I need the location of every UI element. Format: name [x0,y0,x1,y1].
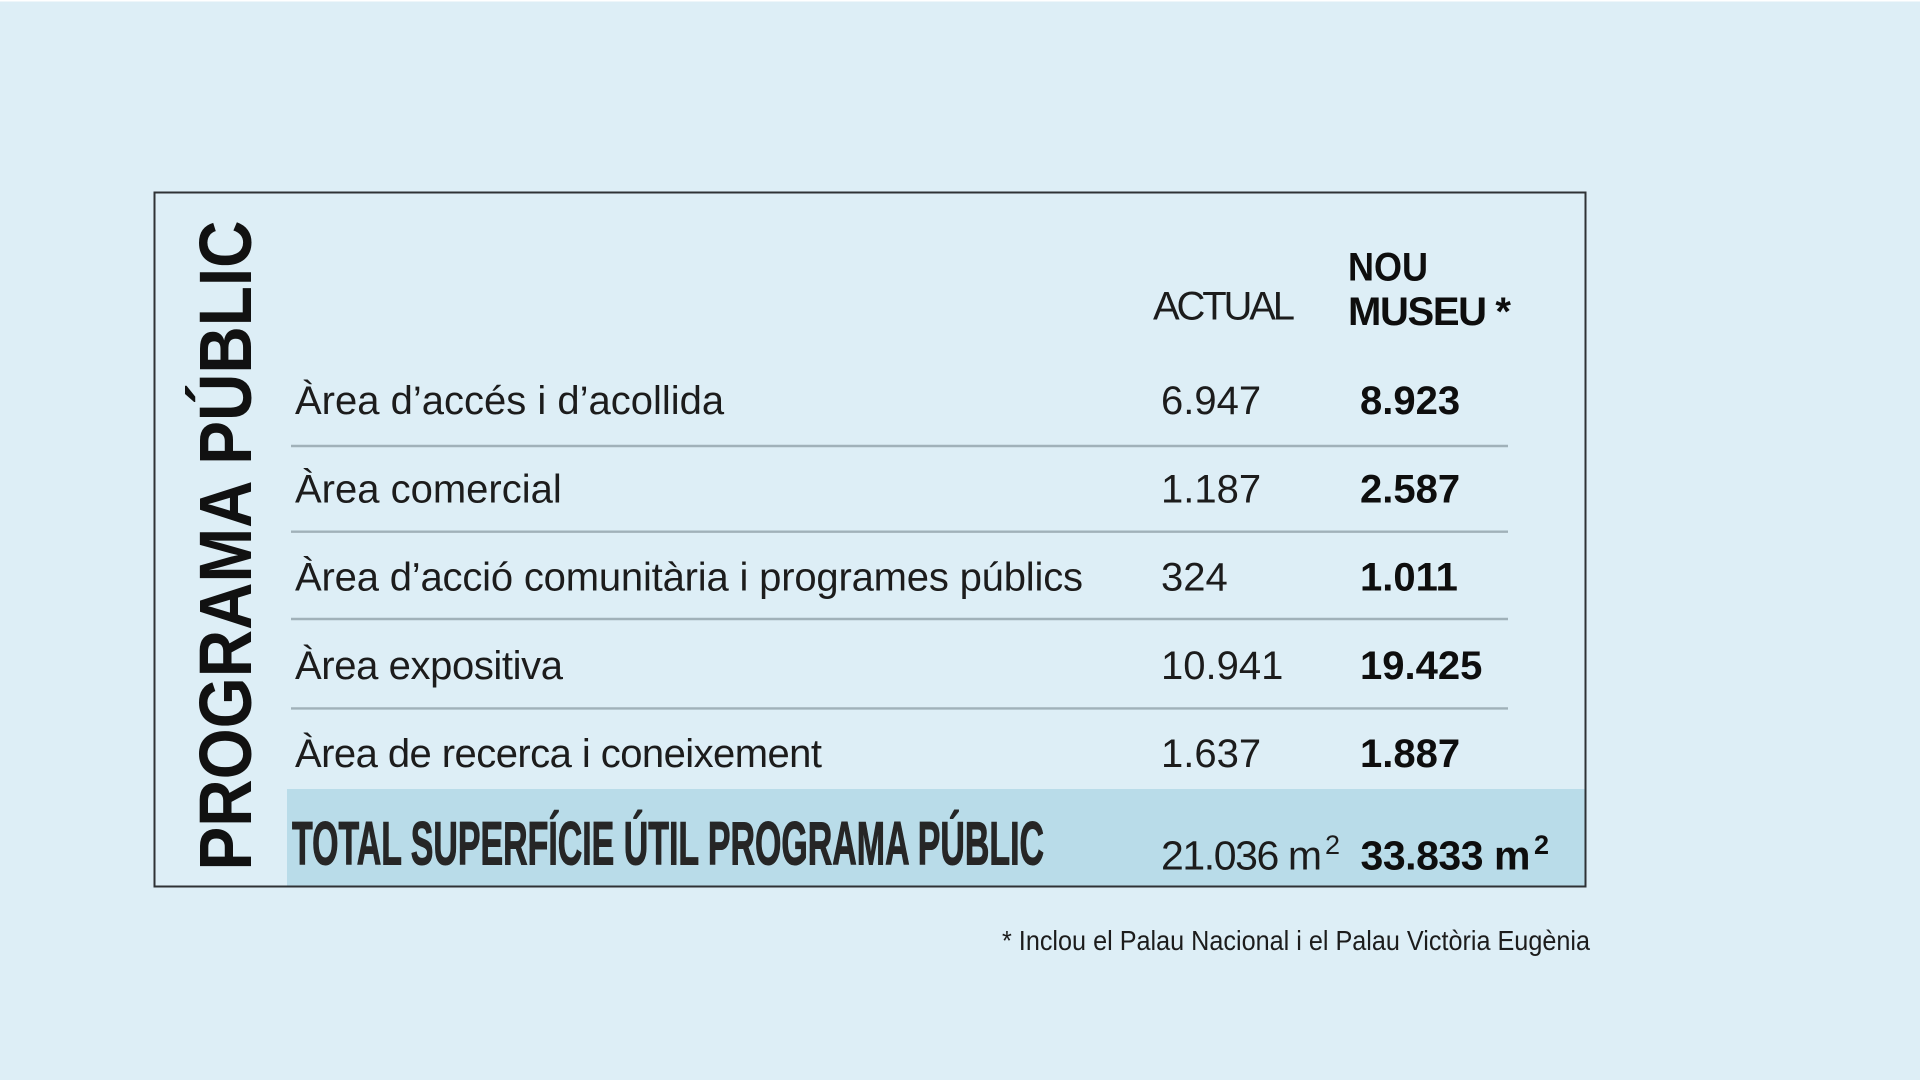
svg-text:33.833 m: 33.833 m [1361,833,1531,879]
svg-text:MUSEU *: MUSEU * [1348,290,1511,334]
svg-text:8.923: 8.923 [1360,379,1460,423]
svg-text:1.637: 1.637 [1161,732,1261,776]
svg-text:324: 324 [1161,556,1228,600]
svg-text:NOU: NOU [1348,246,1428,290]
svg-text:Àrea comercial: Àrea comercial [295,466,562,511]
svg-text:PROGRAMA PÚBLIC: PROGRAMA PÚBLIC [184,221,267,871]
svg-text:2.587: 2.587 [1360,467,1460,511]
svg-text:2: 2 [1325,830,1340,860]
svg-text:1.887: 1.887 [1360,732,1460,776]
svg-text:2: 2 [1534,830,1549,860]
svg-text:1.187: 1.187 [1161,467,1261,511]
svg-text:ACTUAL: ACTUAL [1153,284,1295,328]
svg-text:Àrea d’accés i d’acollida: Àrea d’accés i d’acollida [295,378,725,423]
svg-text:Àrea de recerca i coneixement: Àrea de recerca i coneixement [295,731,822,776]
svg-text:1.011: 1.011 [1360,556,1458,600]
svg-text:6.947: 6.947 [1161,379,1261,423]
svg-text:TOTAL SUPERFÍCIE ÚTIL PROGRAMA: TOTAL SUPERFÍCIE ÚTIL PROGRAMA PÚBLIC [292,810,1044,878]
svg-text:* Inclou el Palau Nacional i e: * Inclou el Palau Nacional i el Palau Vi… [1002,925,1590,956]
svg-text:10.941: 10.941 [1161,644,1283,688]
svg-text:Àrea expositiva: Àrea expositiva [295,643,564,688]
svg-text:19.425: 19.425 [1360,644,1482,688]
svg-text:Àrea d’acció comunitària i pro: Àrea d’acció comunitària i programes púb… [295,555,1083,600]
svg-text:21.036 m: 21.036 m [1161,833,1322,879]
